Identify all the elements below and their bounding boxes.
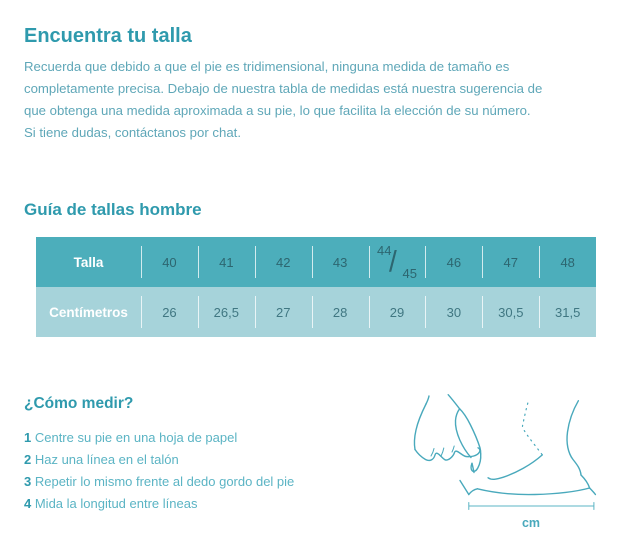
svg-text:cm: cm — [522, 516, 540, 530]
